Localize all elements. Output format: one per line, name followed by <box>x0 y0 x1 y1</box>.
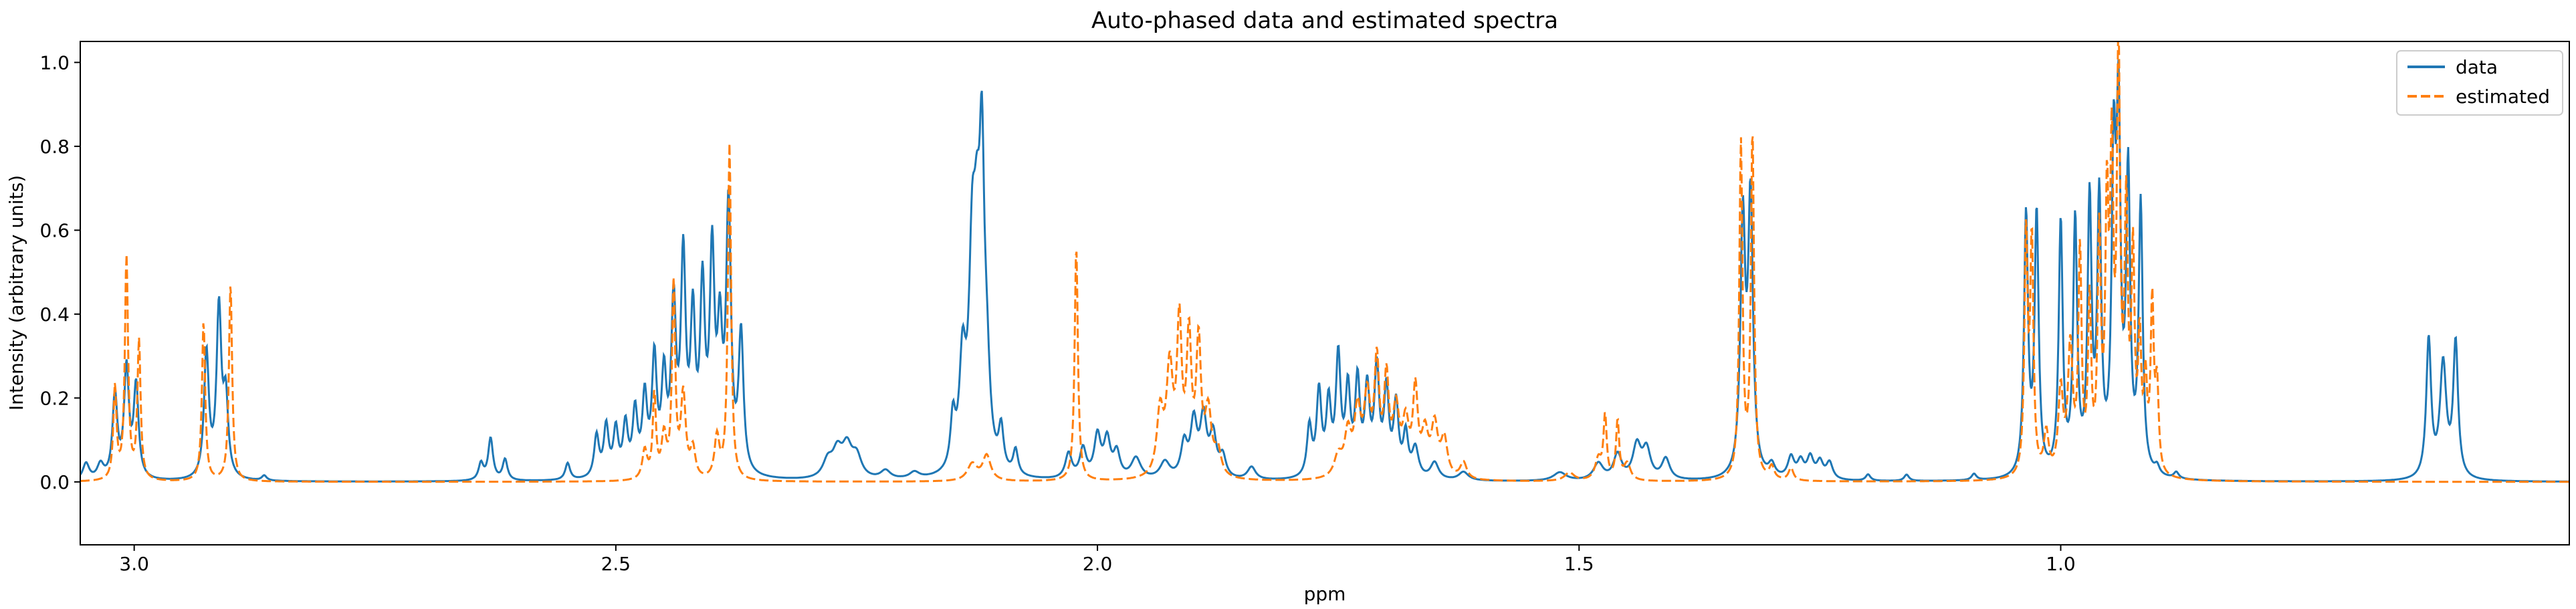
y-axis: 0.0 0.2 0.4 0.6 0.8 1.0 <box>39 51 80 493</box>
y-axis-label: Intensity (arbitrary units) <box>5 175 27 410</box>
x-tick-label: 3.0 <box>119 553 149 575</box>
legend-label-estimated: estimated <box>2456 86 2550 108</box>
x-tick-label: 2.0 <box>1083 553 1113 575</box>
x-tick-label: 1.0 <box>2046 553 2076 575</box>
x-axis: 3.0 2.5 2.0 1.5 1.0 <box>119 545 2076 575</box>
x-tick-label: 2.5 <box>601 553 631 575</box>
legend-label-data: data <box>2456 56 2498 78</box>
y-tick-label: 0.0 <box>39 471 70 493</box>
series-layer <box>80 41 2569 483</box>
series-line-data <box>80 59 2569 483</box>
x-axis-label: ppm <box>1304 583 1346 605</box>
y-tick-label: 1.0 <box>39 51 70 74</box>
plot-frame <box>80 41 2570 545</box>
x-tick-label: 1.5 <box>1564 553 1594 575</box>
y-tick-label: 0.8 <box>39 136 70 158</box>
y-tick-label: 0.4 <box>39 303 70 326</box>
series-line-estimated <box>80 41 2569 483</box>
y-tick-label: 0.2 <box>39 387 70 409</box>
legend: data estimated <box>2396 50 2563 116</box>
y-tick-label: 0.6 <box>39 219 70 241</box>
chart-title: Auto-phased data and estimated spectra <box>1091 7 1558 34</box>
